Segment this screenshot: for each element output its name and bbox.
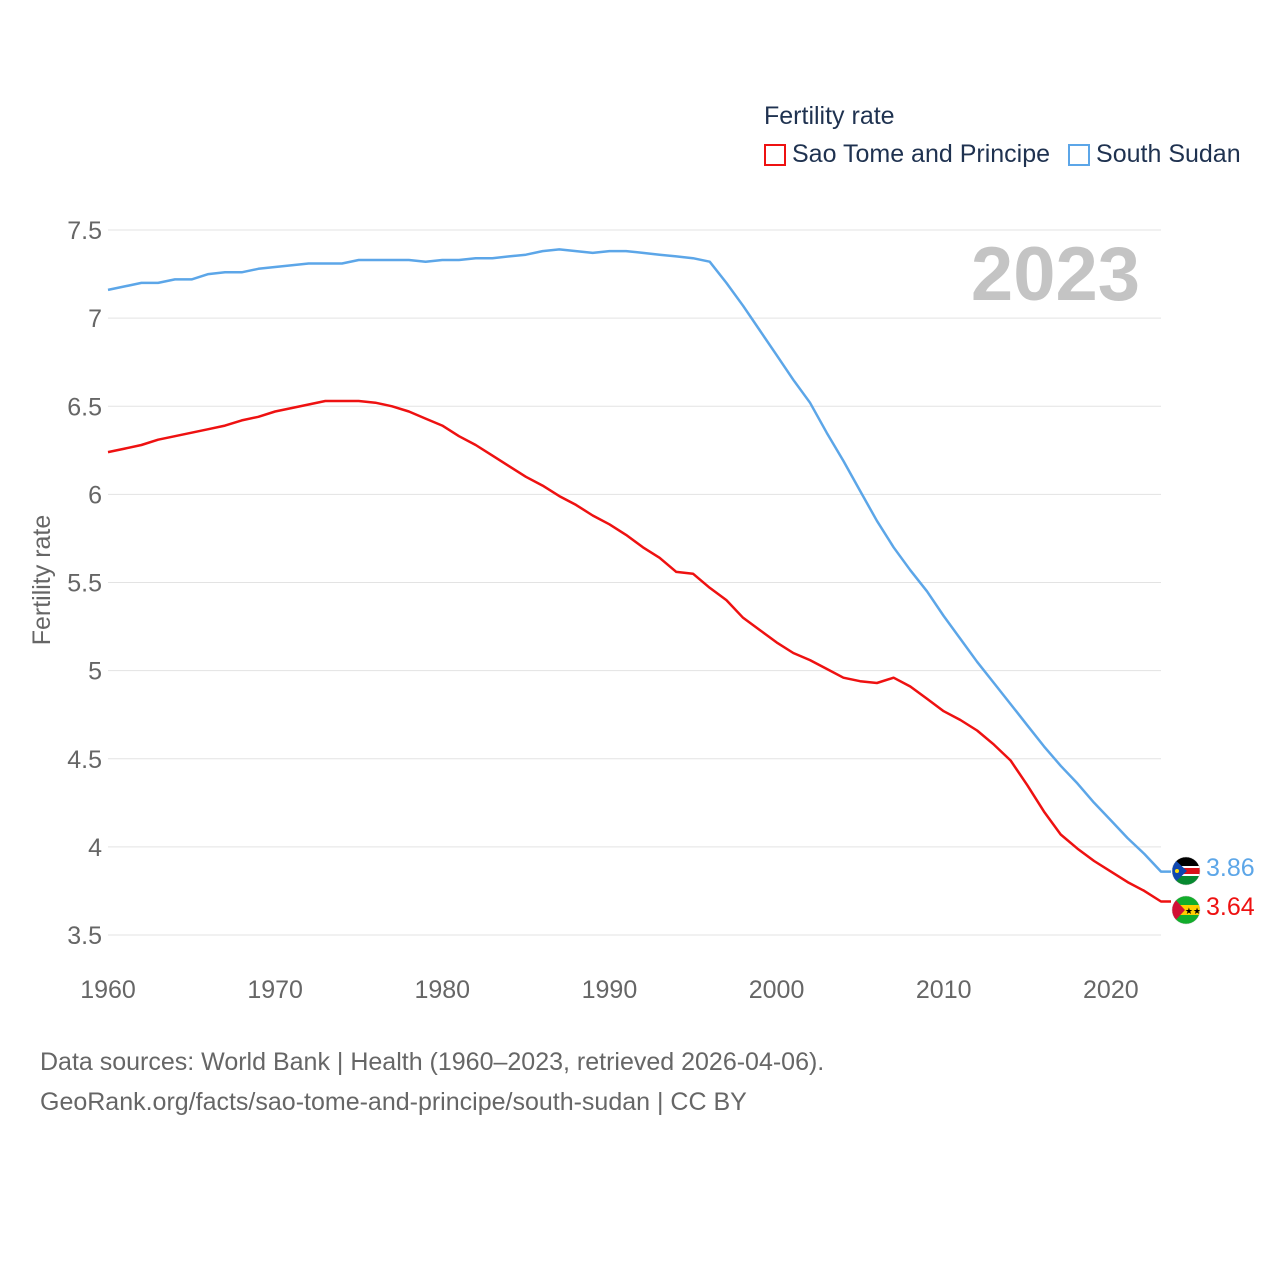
gridlines — [108, 229, 1161, 936]
series-lines — [107, 248, 1171, 903]
x-tick-label: 1990 — [582, 976, 638, 1004]
x-tick-label: 2010 — [916, 976, 972, 1004]
x-tick-label: 2020 — [1083, 976, 1139, 1004]
y-tick-label: 4.5 — [67, 746, 102, 774]
series-line-south-sudan — [107, 248, 1171, 873]
legend-label-south-sudan: South Sudan — [1096, 140, 1241, 168]
year-watermark: 2023 — [971, 232, 1140, 317]
footer: Data sources: World Bank | Health (1960–… — [40, 1042, 824, 1122]
y-tick-label: 3.5 — [67, 922, 102, 950]
y-tick-label: 5.5 — [67, 570, 102, 598]
y-tick-label: 7.5 — [67, 217, 102, 245]
legend-items: Sao Tome and Principe South Sudan — [764, 140, 1259, 169]
series-line-sao-tome-and-principe — [107, 399, 1171, 903]
y-axis-label: Fertility rate — [28, 515, 56, 646]
y-tick-label: 5 — [88, 658, 102, 686]
svg-text:★★: ★★ — [1185, 907, 1201, 917]
y-tick-label: 4 — [88, 834, 102, 862]
y-axis-ticks: 3.5 4 4.5 5 5.5 6 6.5 7 7.5 — [67, 217, 102, 950]
end-flags: ★★ — [1171, 856, 1201, 925]
x-tick-label: 1960 — [80, 976, 136, 1004]
legend-item-sao-tome[interactable]: Sao Tome and Principe — [764, 140, 1050, 169]
footer-sources: Data sources: World Bank | Health (1960–… — [40, 1048, 825, 1076]
x-tick-label: 1970 — [247, 976, 303, 1004]
end-value-sao-tome: 3.64 — [1206, 893, 1255, 921]
sao-tome-flag-icon: ★★ — [1171, 895, 1201, 925]
end-value-south-sudan: 3.86 — [1206, 854, 1255, 882]
x-axis-ticks: 1960 1970 1980 1990 2000 2010 2020 — [80, 976, 1138, 1004]
legend-title: Fertility rate — [764, 102, 895, 130]
footer-link[interactable]: GeoRank.org/facts/sao-tome-and-principe/… — [40, 1088, 747, 1116]
legend-swatch-sao-tome — [764, 143, 786, 166]
x-tick-label: 2000 — [749, 976, 805, 1004]
legend-label-sao-tome: Sao Tome and Principe — [792, 140, 1051, 168]
y-tick-label: 6.5 — [67, 393, 102, 421]
legend: Fertility rate Sao Tome and Principe Sou… — [764, 100, 1259, 169]
legend-swatch-south-sudan — [1068, 143, 1091, 166]
x-tick-label: 1980 — [414, 976, 470, 1004]
y-tick-label: 6 — [88, 481, 102, 509]
y-tick-label: 7 — [88, 305, 102, 333]
legend-item-south-sudan[interactable]: South Sudan — [1068, 140, 1241, 169]
south-sudan-flag-icon — [1171, 856, 1201, 886]
